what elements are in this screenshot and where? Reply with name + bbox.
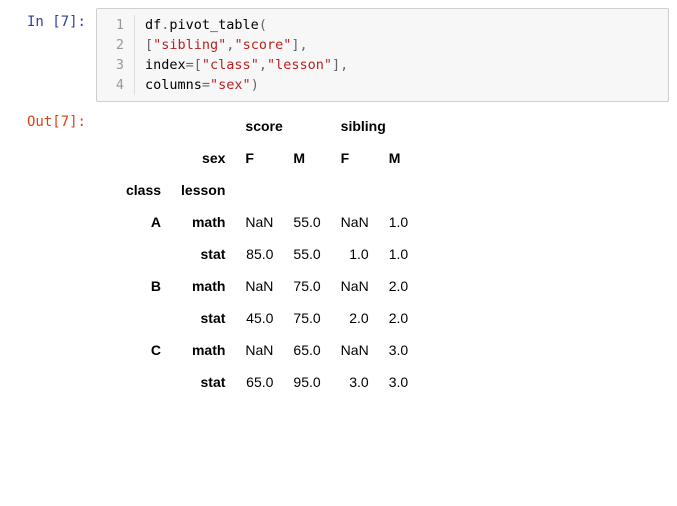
line-number: 2	[97, 35, 135, 55]
code-token: "score"	[234, 35, 291, 55]
code-editor[interactable]: 1df.pivot_table( 2 ["sibling","score"], …	[96, 8, 669, 102]
cell-score-f: 45.0	[235, 302, 283, 334]
row-class: A	[116, 206, 171, 238]
code-token: .	[161, 15, 169, 35]
cell-sib-f: NaN	[331, 334, 379, 366]
index-label-lesson: lesson	[171, 174, 235, 206]
cell-sib-f: NaN	[331, 270, 379, 302]
cell-score-m: 95.0	[283, 366, 330, 398]
code-token: [	[145, 35, 153, 55]
table-row: stat 45.0 75.0 2.0 2.0	[116, 302, 418, 334]
row-class	[116, 238, 171, 270]
table-header-row: class lesson	[116, 174, 418, 206]
index-label-class: class	[116, 174, 171, 206]
row-class: C	[116, 334, 171, 366]
code-line-2: 2 ["sibling","score"],	[97, 35, 668, 55]
cell-score-f: NaN	[235, 334, 283, 366]
code-token: ,	[259, 55, 267, 75]
code-token: ]	[332, 55, 340, 75]
row-class: B	[116, 270, 171, 302]
cell-sib-m: 1.0	[379, 206, 418, 238]
row-class	[116, 302, 171, 334]
cell-score-m: 65.0	[283, 334, 330, 366]
code-token: "sex"	[210, 75, 251, 95]
row-lesson: math	[171, 334, 235, 366]
in-prompt: In [7]:	[8, 8, 96, 30]
cell-sib-m: 1.0	[379, 238, 418, 270]
code-token: =	[202, 75, 210, 95]
code-token: =	[186, 55, 194, 75]
cell-score-f: NaN	[235, 206, 283, 238]
output-area: score sibling sex F M F M class lesson	[96, 108, 669, 398]
cell-sib-m: 3.0	[379, 366, 418, 398]
cell-score-m: 55.0	[283, 206, 330, 238]
cell-score-f: NaN	[235, 270, 283, 302]
code-token: )	[251, 75, 259, 95]
input-cell: In [7]: 1df.pivot_table( 2 ["sibling","s…	[8, 8, 669, 102]
row-lesson: stat	[171, 302, 235, 334]
line-number: 3	[97, 55, 135, 75]
sex-col-f: F	[235, 142, 283, 174]
table-row: stat 65.0 95.0 3.0 3.0	[116, 366, 418, 398]
output-cell: Out[7]: score sibling sex F M F M clas	[8, 108, 669, 398]
code-token: ]	[291, 35, 299, 55]
line-number: 1	[97, 15, 135, 35]
cell-sib-m: 2.0	[379, 302, 418, 334]
row-lesson: stat	[171, 238, 235, 270]
code-token: "class"	[202, 55, 259, 75]
cell-sib-f: 3.0	[331, 366, 379, 398]
cell-sib-m: 3.0	[379, 334, 418, 366]
code-token: pivot_table	[169, 15, 258, 35]
code-token: columns	[145, 75, 202, 95]
code-token: "sibling"	[153, 35, 226, 55]
code-token: index	[145, 55, 186, 75]
table-row: B math NaN 75.0 NaN 2.0	[116, 270, 418, 302]
col-group-sibling: sibling	[331, 110, 418, 142]
cell-sib-f: 1.0	[331, 238, 379, 270]
sex-col-f: F	[331, 142, 379, 174]
code-token: [	[194, 55, 202, 75]
cell-sib-f: NaN	[331, 206, 379, 238]
code-token: df	[145, 15, 161, 35]
code-line-1: 1 df.pivot_table(	[97, 15, 668, 35]
pivot-table: score sibling sex F M F M class lesson	[116, 110, 418, 398]
cell-score-m: 75.0	[283, 270, 330, 302]
sex-col-m: M	[379, 142, 418, 174]
line-number: 4	[97, 75, 135, 95]
row-lesson: math	[171, 270, 235, 302]
cell-score-f: 85.0	[235, 238, 283, 270]
pivot-table-body: A math NaN 55.0 NaN 1.0 stat 85.0 55.0 1…	[116, 206, 418, 398]
code-line-3: 3 index=["class","lesson"],	[97, 55, 668, 75]
cell-score-f: 65.0	[235, 366, 283, 398]
cell-score-m: 55.0	[283, 238, 330, 270]
code-token: ,	[299, 35, 307, 55]
code-line-4: 4 columns="sex")	[97, 75, 668, 95]
table-row: A math NaN 55.0 NaN 1.0	[116, 206, 418, 238]
code-token: (	[259, 15, 267, 35]
table-header-row: score sibling	[116, 110, 418, 142]
row-lesson: math	[171, 206, 235, 238]
table-row: C math NaN 65.0 NaN 3.0	[116, 334, 418, 366]
cell-sib-m: 2.0	[379, 270, 418, 302]
cell-sib-f: 2.0	[331, 302, 379, 334]
code-token: "lesson"	[267, 55, 332, 75]
code-token: ,	[226, 35, 234, 55]
row-class	[116, 366, 171, 398]
sex-label: sex	[171, 142, 235, 174]
out-prompt: Out[7]:	[8, 108, 96, 130]
sex-col-m: M	[283, 142, 330, 174]
cell-score-m: 75.0	[283, 302, 330, 334]
code-token: ,	[340, 55, 348, 75]
row-lesson: stat	[171, 366, 235, 398]
col-group-score: score	[235, 110, 330, 142]
table-header-row: sex F M F M	[116, 142, 418, 174]
table-row: stat 85.0 55.0 1.0 1.0	[116, 238, 418, 270]
